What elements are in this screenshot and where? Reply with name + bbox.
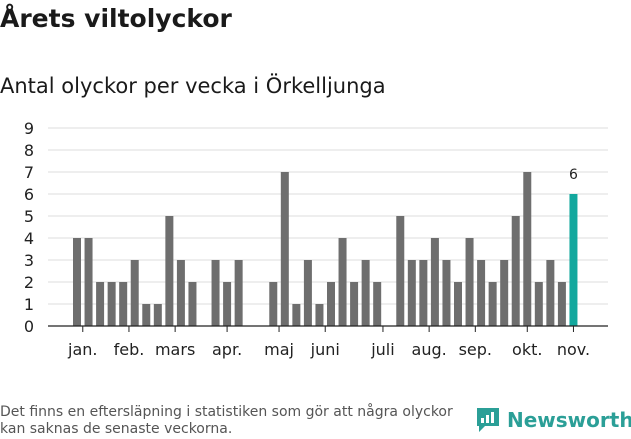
- bar: [73, 238, 81, 326]
- bar: [557, 282, 566, 326]
- bar: [361, 260, 370, 326]
- bar: [119, 282, 128, 326]
- month-label: juli: [370, 340, 394, 359]
- bar: [430, 238, 439, 326]
- bar: [315, 304, 324, 326]
- bar: [454, 282, 462, 326]
- bar: [500, 260, 509, 326]
- bar: [188, 282, 197, 326]
- bar: [165, 216, 174, 326]
- month-label: jan.: [67, 340, 97, 359]
- bar: [407, 260, 416, 326]
- bar: [176, 260, 185, 326]
- chart-subtitle: Antal olyckor per vecka i Örkelljunga: [0, 74, 386, 98]
- month-label: sep.: [459, 340, 492, 359]
- footnote: Det finns en eftersläpning i statistiken…: [0, 404, 453, 437]
- newsworthy-brand[interactable]: Newsworthy: [475, 406, 631, 434]
- bar: [465, 238, 474, 326]
- bar: [488, 282, 497, 326]
- bar: [96, 282, 105, 326]
- y-tick-label: 3: [24, 251, 34, 270]
- y-axis-ticks: 0 1 2 3 4 5 6 7 8 9: [24, 119, 34, 336]
- bar: [84, 238, 93, 326]
- newsworthy-logo-icon: [477, 408, 499, 432]
- bar: [442, 260, 451, 326]
- bar: [153, 304, 162, 326]
- y-tick-label: 8: [24, 141, 34, 160]
- month-label: mars: [155, 340, 195, 359]
- bar: [338, 238, 347, 326]
- bar: [419, 260, 428, 326]
- month-label: apr.: [212, 340, 242, 359]
- bar: [477, 260, 486, 326]
- bar-highlight: [569, 194, 578, 326]
- y-tick-label: 6: [24, 185, 34, 204]
- bar: [546, 260, 555, 326]
- month-labels: jan. feb. mars apr. maj juni juli aug. sep. okt. n…: [67, 326, 590, 359]
- month-label: aug.: [412, 340, 447, 359]
- y-tick-label: 1: [24, 295, 34, 314]
- month-label: nov.: [557, 340, 590, 359]
- bar: [280, 172, 289, 326]
- bar: [211, 260, 220, 326]
- bar: [534, 282, 543, 326]
- gridlines: [48, 127, 608, 305]
- bar: [142, 304, 151, 326]
- highlight-value-label: 6: [569, 167, 578, 183]
- month-label: juni: [310, 340, 340, 359]
- y-tick-label: 7: [24, 163, 34, 182]
- bar: [350, 282, 359, 326]
- bar-chart: 0 1 2 3 4 5 6 7 8 9 jan. feb. mars apr. maj juni juli au…: [24, 119, 608, 359]
- y-tick-label: 2: [24, 273, 34, 292]
- y-tick-label: 9: [24, 119, 34, 138]
- bar: [130, 260, 139, 326]
- bars: [73, 172, 578, 326]
- bar: [292, 304, 301, 326]
- month-label: feb.: [114, 340, 145, 359]
- bar: [511, 216, 520, 326]
- bar: [396, 216, 405, 326]
- bar: [107, 282, 116, 326]
- data-labels: 6: [569, 167, 578, 183]
- month-label: okt.: [512, 340, 542, 359]
- chart-title: Årets viltolyckor: [0, 4, 232, 33]
- y-tick-label: 4: [24, 229, 34, 248]
- brand-name: Newsworthy: [507, 408, 631, 432]
- bar: [223, 282, 232, 326]
- bar: [303, 260, 312, 326]
- y-tick-label: 5: [24, 207, 34, 226]
- month-label: maj: [264, 340, 294, 359]
- bar: [327, 282, 335, 326]
- y-tick-label: 0: [24, 317, 34, 336]
- bar: [373, 282, 382, 326]
- bar: [269, 282, 278, 326]
- bar: [234, 260, 243, 326]
- bar: [523, 172, 532, 326]
